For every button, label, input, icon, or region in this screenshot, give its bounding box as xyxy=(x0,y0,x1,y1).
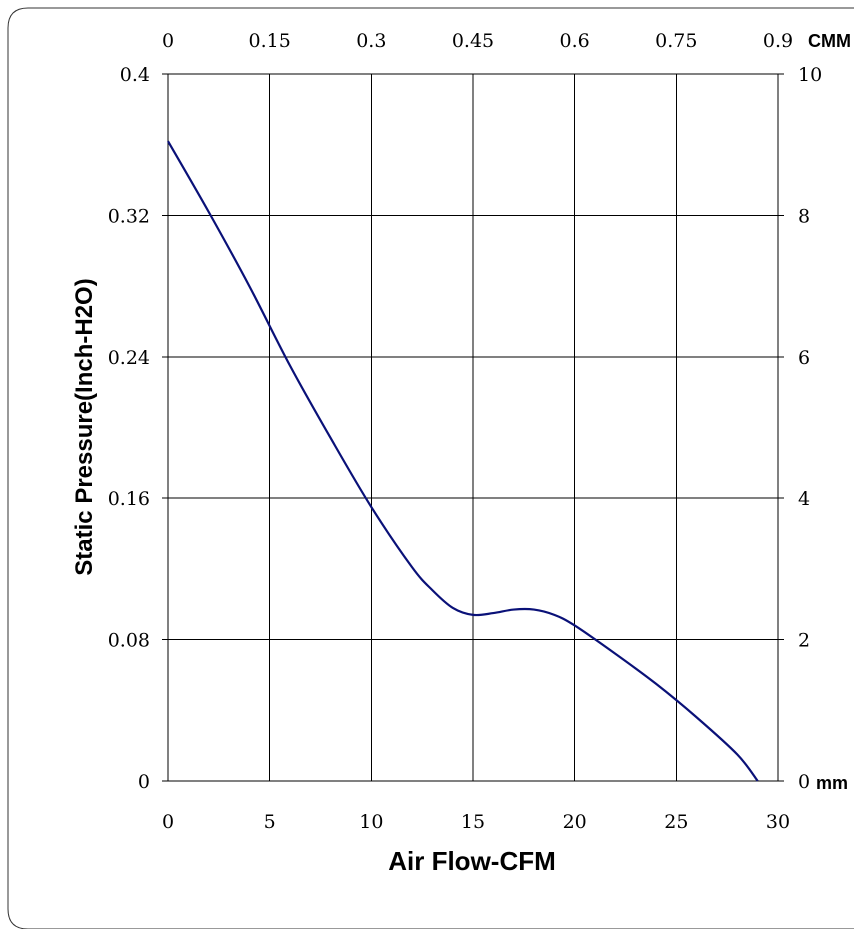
right-tick-label: 0 xyxy=(798,771,810,793)
bottom-tick-labels: 0 5 10 15 20 25 30 xyxy=(162,811,790,833)
right-unit-label: mm xyxy=(816,773,848,793)
top-tick-label: 0.3 xyxy=(356,30,386,52)
right-tick-label: 2 xyxy=(798,630,810,652)
top-tick-label: 0.75 xyxy=(655,30,697,52)
top-unit-label: CMM xyxy=(808,31,851,51)
top-tick-labels: 0 0.15 0.3 0.45 0.6 0.75 0.9 xyxy=(162,30,793,52)
right-tick-label: 10 xyxy=(798,64,822,86)
y-axis-title: Static Pressure(Inch-H2O) xyxy=(71,278,98,575)
x-tick-label: 15 xyxy=(461,811,485,833)
x-tick-label: 10 xyxy=(359,811,383,833)
left-tick-labels: 0 0.08 0.16 0.24 0.32 0.4 xyxy=(108,64,150,793)
chart-frame xyxy=(7,7,854,929)
x-tick-label: 30 xyxy=(766,811,790,833)
y-tick-label: 0.4 xyxy=(120,64,150,86)
y-tick-label: 0.16 xyxy=(108,488,150,510)
right-tick-label: 8 xyxy=(798,205,810,227)
right-tick-labels: 0 2 4 6 8 10 xyxy=(798,64,822,793)
axes xyxy=(162,73,784,782)
x-axis-title: Air Flow-CFM xyxy=(388,846,556,876)
series-group xyxy=(167,140,759,782)
x-tick-label: 20 xyxy=(563,811,587,833)
grid-lines xyxy=(168,73,778,781)
top-tick-label: 0 xyxy=(162,30,174,52)
y-tick-label: 0 xyxy=(138,771,150,793)
x-tick-label: 0 xyxy=(162,811,174,833)
top-tick-label: 0.15 xyxy=(249,30,291,52)
top-tick-label: 0.6 xyxy=(560,30,590,52)
y-tick-label: 0.08 xyxy=(108,630,150,652)
y-tick-label: 0.24 xyxy=(108,347,150,369)
y-tick-label: 0.32 xyxy=(108,205,150,227)
top-tick-label: 0.9 xyxy=(763,30,793,52)
right-tick-label: 4 xyxy=(798,488,810,510)
x-tick-label: 25 xyxy=(664,811,688,833)
right-tick-label: 6 xyxy=(798,347,810,369)
top-tick-label: 0.45 xyxy=(452,30,494,52)
pressure-curve xyxy=(167,140,759,782)
x-tick-label: 5 xyxy=(264,811,276,833)
